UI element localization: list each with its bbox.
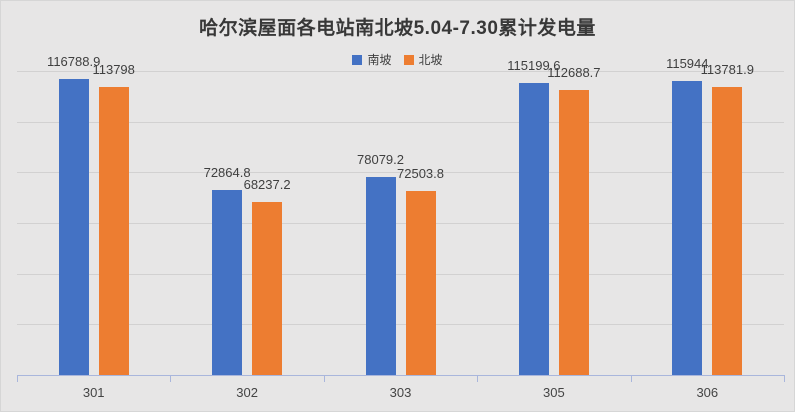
x-axis-line [17,375,785,376]
legend-label-north: 北坡 [418,53,443,67]
bar-value-label: 115944 [666,56,709,72]
bar-value-label: 68237.2 [243,177,291,193]
bar-value-label: 113798 [92,61,135,77]
chart-legend: 南坡 北坡 [1,51,794,68]
bar-series-1 [98,86,129,375]
x-axis-category-label: 306 [696,385,719,400]
bar-series-0 [672,81,703,375]
gridline [17,223,784,224]
bar-value-label: 115199.6 [507,58,561,74]
x-axis-category-label: 303 [389,385,412,400]
x-axis-tick [323,376,325,382]
gridline [17,172,784,174]
x-axis-category-label: 302 [236,385,258,400]
x-axis-tick [784,376,785,382]
legend-label-south: 南坡 [367,53,392,67]
gridline [17,324,784,326]
bar-value-label: 116788.9 [47,54,101,70]
bar-series-1 [252,202,283,375]
bar-series-1 [558,89,589,375]
bar-series-0 [212,190,243,375]
x-axis-category-label: 301 [82,385,105,400]
gridline [17,121,784,123]
bar-value-label: 113781.9 [700,61,754,77]
gridline [17,71,784,72]
bar-value-label: 112688.7 [547,64,601,80]
x-axis-tick [17,376,18,382]
legend-item-south-slope: 南坡 [352,51,392,68]
bar-value-label: 78079.2 [357,152,404,168]
x-axis-tick [170,376,172,382]
bar-value-label: 72503.8 [397,166,444,182]
bar-series-0 [365,177,396,375]
legend-swatch-north-icon [403,54,414,65]
legend-swatch-south-icon [352,54,363,65]
x-axis-tick [477,376,479,382]
bar-value-label: 72864.8 [203,165,251,181]
bar-series-0 [518,83,549,375]
gridline [17,273,784,275]
bar-series-0 [58,79,89,375]
chart-title: 哈尔滨屋面各电站南北坡5.04-7.30累计发电量 [199,18,596,39]
x-axis-tick [630,376,632,382]
legend-item-north-slope: 北坡 [403,51,443,68]
bar-series-1 [405,191,436,375]
x-axis-category-label: 305 [543,385,565,400]
bar-series-1 [712,86,743,375]
